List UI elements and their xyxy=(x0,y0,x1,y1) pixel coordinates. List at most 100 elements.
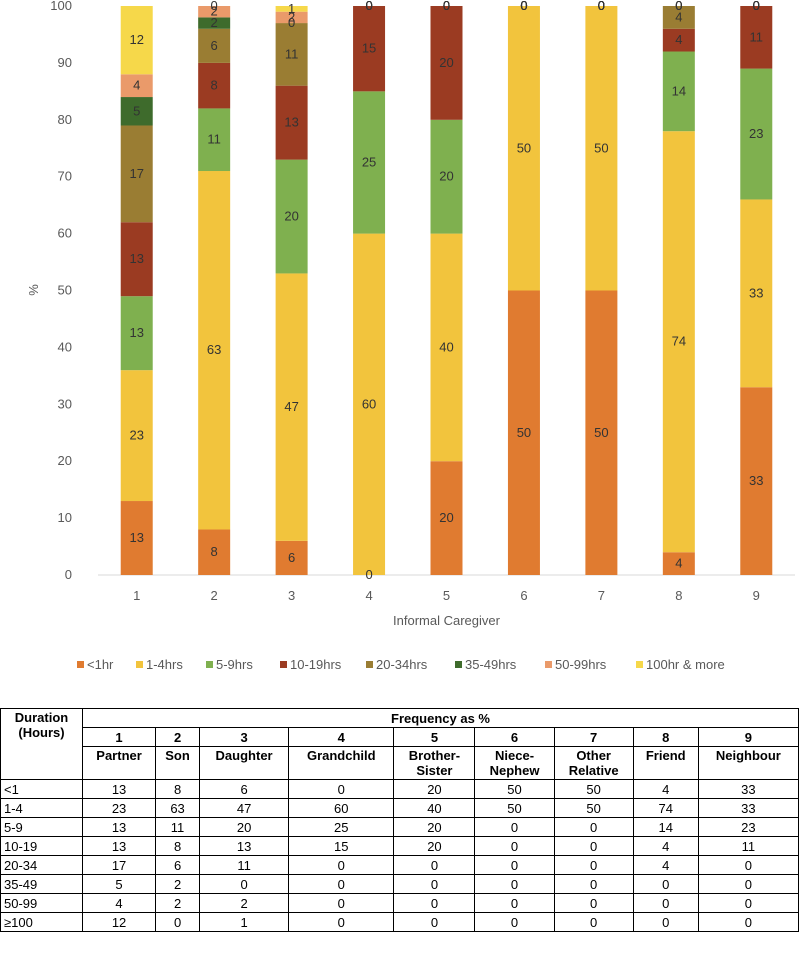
bar-value-label: 0 xyxy=(598,0,605,13)
bar-segment xyxy=(507,6,540,291)
legend-swatch xyxy=(206,661,213,668)
table-cell: 0 xyxy=(632,912,699,932)
bar-value-label: 0 xyxy=(753,0,760,13)
table-cell: 0 xyxy=(199,874,290,894)
table-header-row-names: Partner Son Daughter Grandchild Brother-… xyxy=(1,746,800,780)
column-name-line2 xyxy=(664,763,668,778)
table-row: 20-34 17 6 11 0 0 0 0 4 0 xyxy=(0,855,800,875)
bar-value-label: 0 xyxy=(675,0,682,13)
bar-value-label: 13 xyxy=(129,251,143,266)
y-tick-label: 20 xyxy=(58,453,72,468)
row-duration-label: 35-49 xyxy=(0,874,83,894)
table-cell: 50 xyxy=(553,798,634,818)
column-name-header: Grandchild xyxy=(288,746,395,780)
bar-segment xyxy=(662,552,695,575)
bar-value-label: 74 xyxy=(672,334,686,349)
table-cell: 6 xyxy=(199,779,290,799)
bar-segment xyxy=(585,6,618,291)
bar-value-label: 15 xyxy=(362,41,376,56)
table-cell: 4 xyxy=(632,855,699,875)
x-tick-label: 7 xyxy=(598,588,605,603)
table-cell: 0 xyxy=(393,893,476,913)
legend-label: <1hr xyxy=(87,657,114,672)
bar-value-label: 20 xyxy=(439,55,453,70)
table-cell: 20 xyxy=(199,817,290,837)
table-cell: 0 xyxy=(553,855,634,875)
bar-value-label: 0 xyxy=(598,0,605,13)
table-cell: 8 xyxy=(155,779,201,799)
bar-value-label: 25 xyxy=(362,154,376,169)
table-cell: 0 xyxy=(288,893,395,913)
column-name-line1: Niece- xyxy=(495,748,535,763)
table-cell: 0 xyxy=(553,912,634,932)
bar-segment xyxy=(740,387,773,575)
bar-value-label: 0 xyxy=(520,0,527,13)
bar-segment xyxy=(740,6,773,69)
row-duration-label: 1-4 xyxy=(0,798,83,818)
column-number-header: 4 xyxy=(288,727,395,747)
table-row: 5-9 13 11 20 25 20 0 0 14 23 xyxy=(0,817,800,837)
column-name-line1: Brother- xyxy=(408,748,461,763)
table-cell: 5 xyxy=(81,874,157,894)
bar-value-label: 17 xyxy=(129,166,143,181)
bar-value-label: 0 xyxy=(520,0,527,13)
bar-value-label: 11 xyxy=(285,46,299,61)
column-name-line2 xyxy=(339,763,343,778)
x-tick-label: 4 xyxy=(365,588,372,603)
table-cell: 8 xyxy=(155,836,201,856)
table-row: 1-4 23 63 47 60 40 50 50 74 33 xyxy=(0,798,800,818)
column-name-line2 xyxy=(747,763,751,778)
bar-value-label: 0 xyxy=(598,0,605,13)
bar-value-label: 0 xyxy=(675,0,682,13)
duration-header-line1: Duration xyxy=(14,710,69,725)
frequency-header: Frequency as % xyxy=(82,708,799,728)
bar-value-label: 40 xyxy=(439,339,453,354)
column-name-line1: Daughter xyxy=(215,748,273,763)
column-number-header: 9 xyxy=(697,727,800,747)
y-tick-label: 10 xyxy=(58,510,72,525)
bar-value-label: 50 xyxy=(517,425,531,440)
legend-label: 20-34hrs xyxy=(376,657,428,672)
bar-value-label: 0 xyxy=(365,0,372,13)
bar-value-label: 50 xyxy=(594,140,608,155)
column-number-header: 2 xyxy=(155,727,201,747)
column-name-line2: Nephew xyxy=(489,763,540,778)
bar-value-label: 13 xyxy=(129,530,143,545)
legend-swatch xyxy=(455,661,462,668)
bar-value-label: 0 xyxy=(443,0,450,13)
legend-swatch xyxy=(280,661,287,668)
bar-segment xyxy=(275,159,308,274)
bar-value-label: 33 xyxy=(749,285,763,300)
bar-value-label: 6 xyxy=(288,550,295,565)
bar-value-label: 6 xyxy=(211,38,218,53)
column-name-header: Partner xyxy=(81,746,157,780)
bar-value-label: 2 xyxy=(211,4,218,19)
table-cell: 13 xyxy=(81,836,157,856)
column-name-line2: Relative xyxy=(568,763,619,778)
column-number-header: 5 xyxy=(393,727,476,747)
y-tick-label: 50 xyxy=(58,283,72,298)
y-tick-label: 30 xyxy=(58,396,72,411)
legend-label: 100hr & more xyxy=(646,657,725,672)
table-cell: 14 xyxy=(632,817,699,837)
row-duration-label: 10-19 xyxy=(0,836,83,856)
column-name-line1: Neighbour xyxy=(715,748,781,763)
bar-value-label: 2 xyxy=(211,15,218,30)
bar-value-label: 0 xyxy=(443,0,450,13)
bar-value-label: 0 xyxy=(520,0,527,13)
table-cell: 47 xyxy=(199,798,290,818)
table-row: ≥100 12 0 1 0 0 0 0 0 0 xyxy=(0,912,800,932)
bar-value-label: 0 xyxy=(520,0,527,13)
table-cell: 4 xyxy=(632,836,699,856)
legend-swatch xyxy=(545,661,552,668)
bar-segment xyxy=(430,233,463,462)
legend-swatch xyxy=(366,661,373,668)
table-cell: 6 xyxy=(155,855,201,875)
column-name-header: Son xyxy=(155,746,201,780)
table-cell: 0 xyxy=(697,893,800,913)
table-cell: 25 xyxy=(288,817,395,837)
table-cell: 0 xyxy=(553,874,634,894)
bar-segment xyxy=(353,233,386,575)
